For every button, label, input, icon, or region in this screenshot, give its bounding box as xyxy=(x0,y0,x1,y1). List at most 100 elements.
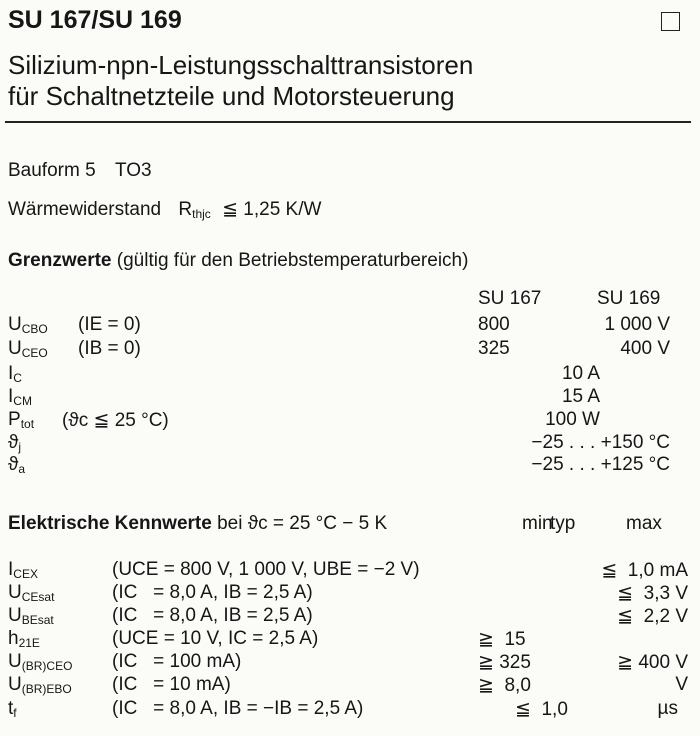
symbol-main: U xyxy=(8,338,22,359)
limits-row: UCBO (IE = 0) 800 1 000 V xyxy=(0,314,700,337)
value-su167: 325 xyxy=(478,338,510,359)
symbol-sub: CEsat xyxy=(21,590,55,604)
symbol-main: h xyxy=(8,628,19,649)
symbol-sub: CEO xyxy=(21,346,48,360)
package-value: TO3 xyxy=(114,160,152,181)
symbol-main: ϑ xyxy=(8,454,19,475)
value-min: ≧ 8,0 xyxy=(478,675,531,696)
symbol-sub: CEX xyxy=(13,567,38,581)
symbol-sub: BEsat xyxy=(21,613,54,627)
value-max: V xyxy=(675,674,688,695)
symbol: UCEO xyxy=(8,338,48,360)
symbol-main: U xyxy=(8,674,22,695)
subtitle-line-2: für Schaltnetzteile und Motorsteuerung xyxy=(8,81,455,111)
electrical-row: U(BR)CEO (IC = 100 mA) ≧ 325 ≧ 400 V xyxy=(0,651,700,674)
value-min: ≧ 15 xyxy=(478,629,526,650)
thermal-value: ≦ 1,25 K/W xyxy=(222,199,322,220)
subtitle-line-1: Silizium-npn-Leistungsschalttransistoren xyxy=(8,50,474,80)
electrical-heading-title: Elektrische Kennwerte xyxy=(8,513,212,534)
limits-row: ϑj −25 . . . +150 °C xyxy=(0,432,700,455)
symbol-sub: 21E xyxy=(18,636,40,650)
condition: (UCE = 800 V, 1 000 V, UBE = −2 V) xyxy=(112,559,420,580)
electrical-row: UCEsat (IC = 8,0 A, IB = 2,5 A) ≦ 3,3 V xyxy=(0,582,700,605)
symbol: h21E xyxy=(8,628,40,650)
package-label: Bauform 5 xyxy=(8,160,96,181)
condition: (ϑc ≦ 25 °C) xyxy=(62,410,169,431)
symbol-sub: j xyxy=(18,440,22,454)
limits-heading-title: Grenzwerte xyxy=(8,250,112,271)
value-max: ≦ 3,3 V xyxy=(617,583,688,604)
symbol-sub: a xyxy=(18,462,26,476)
symbol: ϑa xyxy=(8,454,25,476)
symbol: ϑj xyxy=(8,432,21,454)
symbol-main: I xyxy=(8,386,14,407)
value-common: −25 . . . +125 °C xyxy=(531,454,670,475)
electrical-heading-note: bei ϑc = 25 °C − 5 K xyxy=(217,513,388,534)
symbol: Ptot xyxy=(8,409,34,431)
electrical-row: U(BR)EBO (IC = 10 mA) ≧ 8,0 V xyxy=(0,674,700,697)
condition: (IC = 8,0 A, IB = 2,5 A) xyxy=(112,605,313,626)
symbol-sub: (BR)EBO xyxy=(21,682,72,696)
value-max: ≧ 400 V xyxy=(617,652,688,673)
package-line: Bauform 5 TO3 xyxy=(8,160,152,182)
symbol-main: U xyxy=(8,314,22,335)
value-max: µs xyxy=(657,698,678,719)
value-su167: 800 xyxy=(478,314,510,335)
divider xyxy=(5,121,691,123)
page-title: SU 167/SU 169 xyxy=(8,6,182,34)
symbol-main: U xyxy=(8,605,22,626)
symbol-main: I xyxy=(8,363,14,384)
symbol: UCBO xyxy=(8,314,48,336)
col-max: max xyxy=(626,513,662,534)
symbol-main: ϑ xyxy=(8,432,19,453)
thermal-line: Wärmewiderstand Rthjc ≦ 1,25 K/W xyxy=(8,198,321,221)
condition: (UCE = 10 V, IC = 2,5 A) xyxy=(112,628,319,649)
symbol-main: U xyxy=(8,582,22,603)
value-max: ≦ 1,0 mA xyxy=(601,560,688,581)
symbol: ICM xyxy=(8,386,32,408)
symbol-sub: tot xyxy=(20,417,35,431)
electrical-row: ICEX (UCE = 800 V, 1 000 V, UBE = −2 V) ≦ … xyxy=(0,559,700,582)
value-max: ≦ 2,2 V xyxy=(617,606,688,627)
value-su169: 1 000 V xyxy=(604,314,671,335)
symbol-sub: CM xyxy=(13,394,32,408)
value-su169: 400 V xyxy=(620,338,670,359)
symbol-sub: C xyxy=(13,371,22,385)
symbol: U(BR)CEO xyxy=(8,651,72,673)
col-typ: typ xyxy=(550,513,576,534)
symbol-main: t xyxy=(8,698,14,719)
symbol-sub: f xyxy=(13,706,17,720)
limits-row: Ptot (ϑc ≦ 25 °C) 100 W xyxy=(0,409,700,432)
value-common: 10 A xyxy=(561,363,600,384)
symbol-sub: CBO xyxy=(21,322,48,336)
limits-heading: Grenzwerte (gültig für den Betriebstempe… xyxy=(8,250,468,272)
condition: (IC = 8,0 A, IB = −IB = 2,5 A) xyxy=(112,698,364,719)
limits-row: IC 10 A xyxy=(0,363,700,386)
symbol-main: I xyxy=(8,559,14,580)
electrical-row: UBEsat (IC = 8,0 A, IB = 2,5 A) ≦ 2,2 V xyxy=(0,605,700,628)
symbol-main: P xyxy=(8,409,21,430)
col-su167: SU 167 xyxy=(478,288,542,309)
symbol: IC xyxy=(8,363,22,385)
checkbox-square xyxy=(661,12,680,31)
electrical-row: tf (IC = 8,0 A, IB = −IB = 2,5 A) ≦ 1,0 µs xyxy=(0,698,700,721)
electrical-row: h21E (UCE = 10 V, IC = 2,5 A) ≧ 15 xyxy=(0,628,700,651)
electrical-heading: Elektrische Kennwerte bei ϑc = 25 °C − 5… xyxy=(8,513,387,535)
col-su169: SU 169 xyxy=(597,288,661,309)
limits-row: UCEO (IB = 0) 325 400 V xyxy=(0,338,700,361)
condition: (IC = 10 mA) xyxy=(112,674,231,695)
limits-row: ICM 15 A xyxy=(0,386,700,409)
symbol: UCEsat xyxy=(8,582,54,604)
col-min: min xyxy=(522,513,553,534)
symbol-sub: (BR)CEO xyxy=(21,659,73,673)
limits-row: ϑa −25 . . . +125 °C xyxy=(0,454,700,477)
symbol-main: U xyxy=(8,651,22,672)
value-min: ≧ 325 xyxy=(478,652,531,673)
value-common: 100 W xyxy=(545,409,600,430)
symbol: ICEX xyxy=(8,559,38,581)
thermal-label: Wärmewiderstand xyxy=(8,199,162,220)
symbol: UBEsat xyxy=(8,605,54,627)
condition: (IC = 8,0 A, IB = 2,5 A) xyxy=(112,582,313,603)
limits-heading-note: (gültig für den Betriebstemperaturbereic… xyxy=(116,250,469,271)
condition: (IB = 0) xyxy=(78,338,141,359)
